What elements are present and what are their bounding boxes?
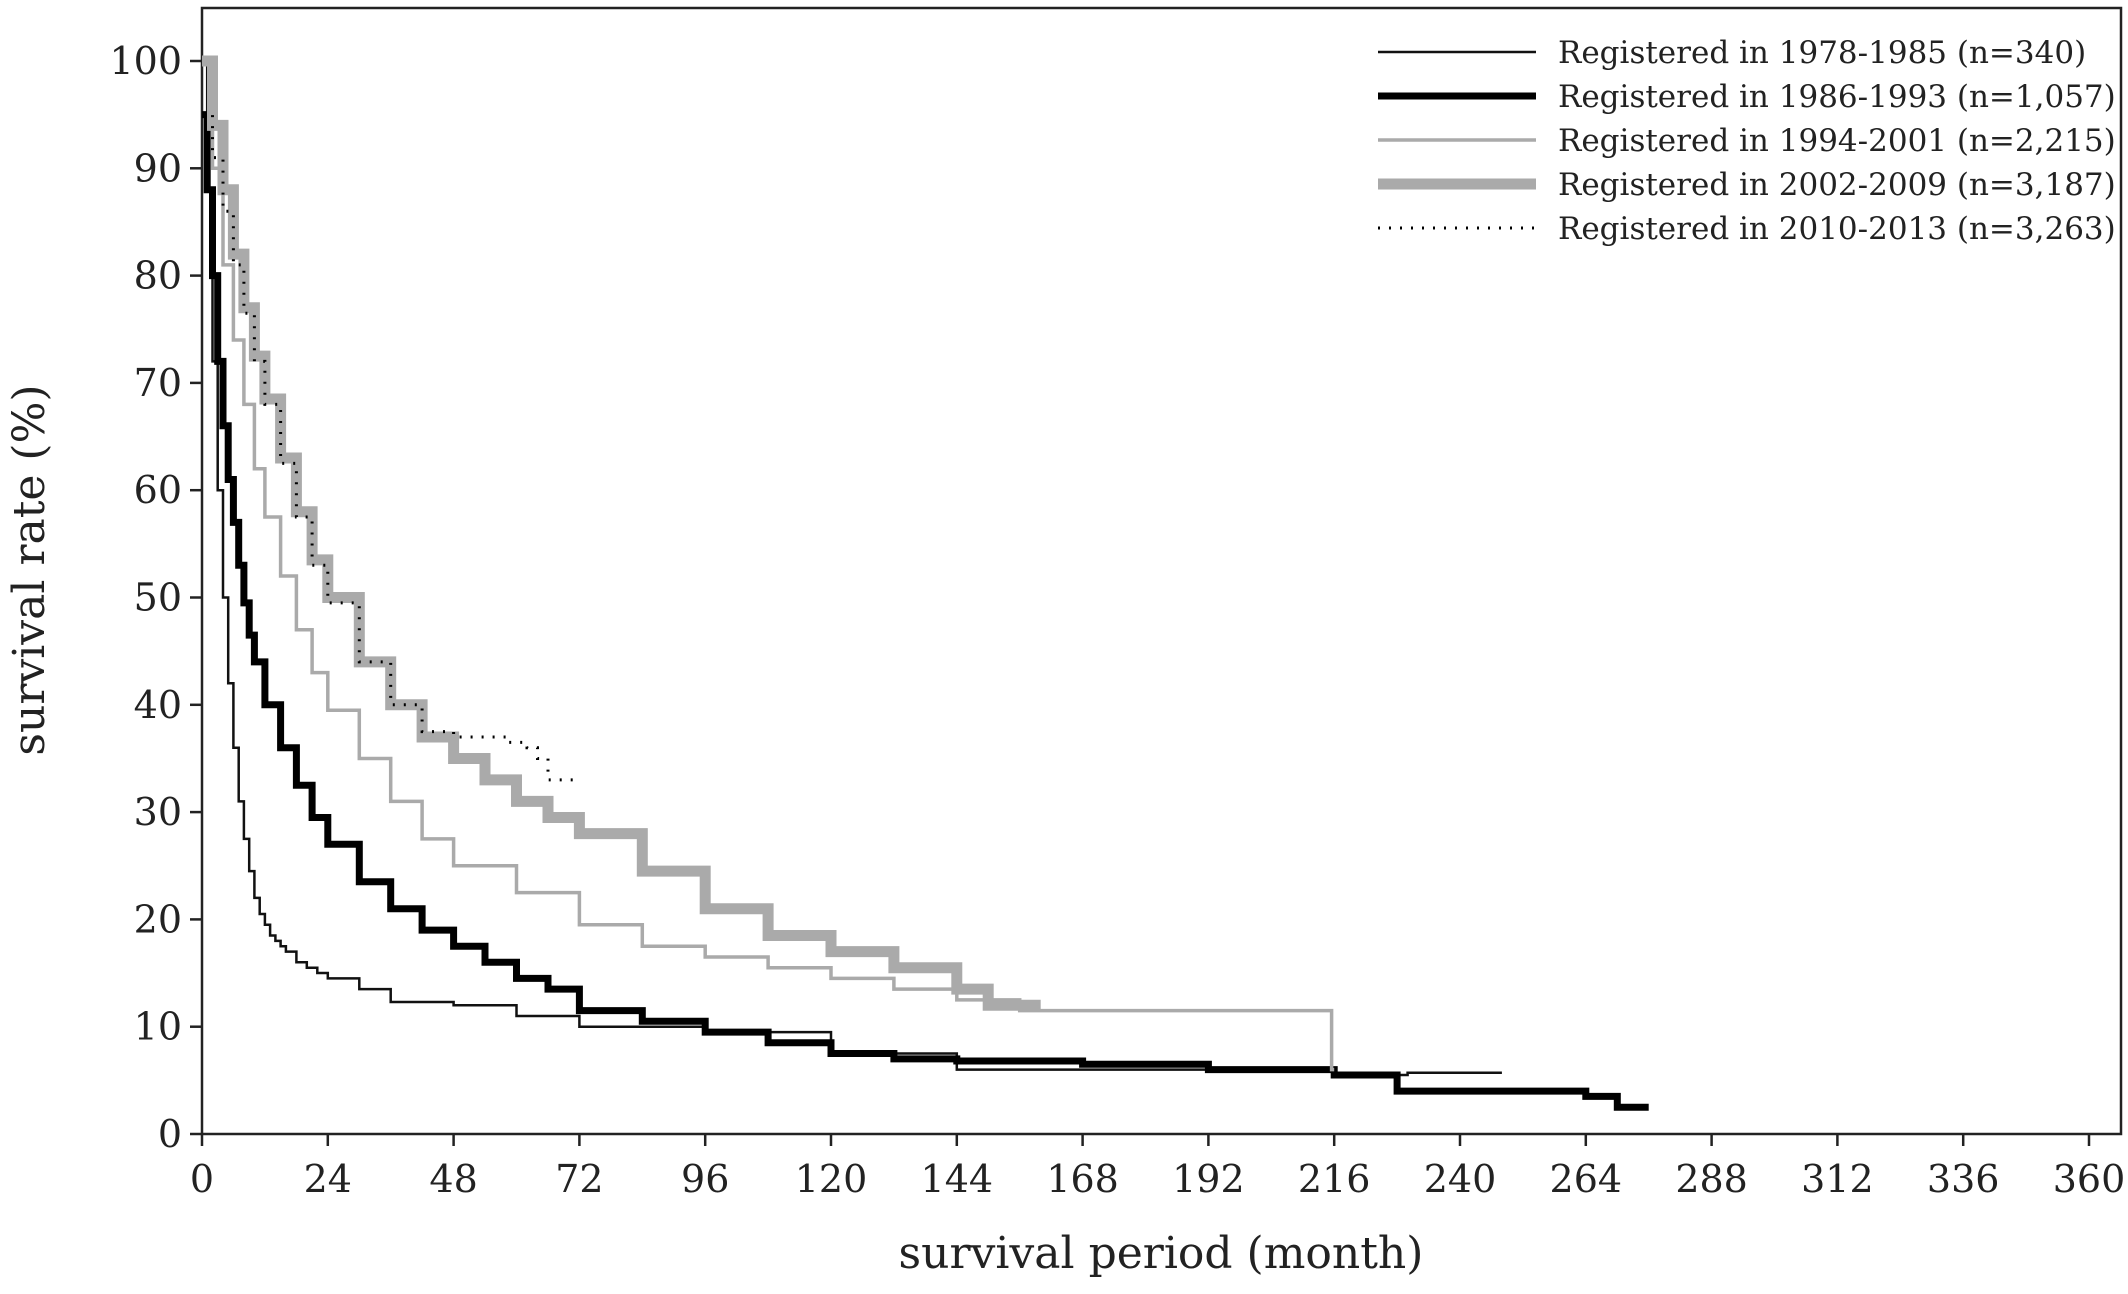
y-tick-label: 100 bbox=[109, 39, 182, 83]
x-tick-label: 240 bbox=[1424, 1157, 1497, 1201]
x-tick-label: 360 bbox=[2053, 1157, 2126, 1201]
y-tick-label: 60 bbox=[134, 468, 182, 512]
x-tick-label: 312 bbox=[1801, 1157, 1874, 1201]
plot-frame bbox=[200, 6, 2123, 1136]
legend-label-5: Registered in 2010-2013 (n=3,263) bbox=[1558, 211, 2116, 247]
x-tick-label: 24 bbox=[304, 1157, 352, 1201]
x-tick-label: 336 bbox=[1927, 1157, 2000, 1201]
plot-area bbox=[200, 6, 2123, 1136]
legend-label-1: Registered in 1978-1985 (n=340) bbox=[1558, 35, 2086, 71]
y-tick-label: 30 bbox=[134, 790, 182, 834]
y-tick-label: 70 bbox=[134, 361, 182, 405]
x-tick-label: 168 bbox=[1046, 1157, 1119, 1201]
series-lines bbox=[202, 55, 1649, 1111]
x-tick-label: 72 bbox=[555, 1157, 603, 1201]
y-tick-label: 10 bbox=[134, 1005, 182, 1049]
x-tick-label: 0 bbox=[190, 1157, 214, 1201]
y-tick-label: 0 bbox=[158, 1112, 182, 1156]
y-tick-label: 50 bbox=[134, 576, 182, 620]
series-line-2 bbox=[202, 111, 1649, 1111]
series-line-1 bbox=[202, 59, 1502, 1077]
legend-label-4: Registered in 2002-2009 (n=3,187) bbox=[1558, 167, 2116, 203]
x-tick-label: 144 bbox=[921, 1157, 994, 1201]
x-axis-title: survival period (month) bbox=[899, 1228, 1424, 1279]
y-tick-label: 90 bbox=[134, 146, 182, 190]
y-tick-label: 40 bbox=[134, 683, 182, 727]
legend-label-2: Registered in 1986-1993 (n=1,057) bbox=[1558, 79, 2116, 115]
x-tick-label: 264 bbox=[1550, 1157, 1623, 1201]
x-tick-label: 96 bbox=[681, 1157, 729, 1201]
x-tick-label: 48 bbox=[429, 1157, 477, 1201]
y-axis-title: survival rate (%) bbox=[4, 384, 55, 755]
legend: Registered in 1978-1985 (n=340) Registere… bbox=[1378, 35, 2116, 247]
x-tick-label: 120 bbox=[795, 1157, 868, 1201]
x-tick-label: 288 bbox=[1675, 1157, 1748, 1201]
series-line-5 bbox=[202, 113, 580, 782]
series-line-4 bbox=[202, 55, 1041, 1011]
axis-ticks: 0 24 48 72 96 120 144 168 192 216 240 264 288 312 336 3… bbox=[109, 39, 2125, 1201]
x-tick-label: 192 bbox=[1172, 1157, 1245, 1201]
y-tick-label: 80 bbox=[134, 254, 182, 298]
x-tick-label: 216 bbox=[1298, 1157, 1371, 1201]
y-tick-label: 20 bbox=[134, 897, 182, 941]
legend-label-3: Registered in 1994-2001 (n=2,215) bbox=[1558, 123, 2116, 159]
